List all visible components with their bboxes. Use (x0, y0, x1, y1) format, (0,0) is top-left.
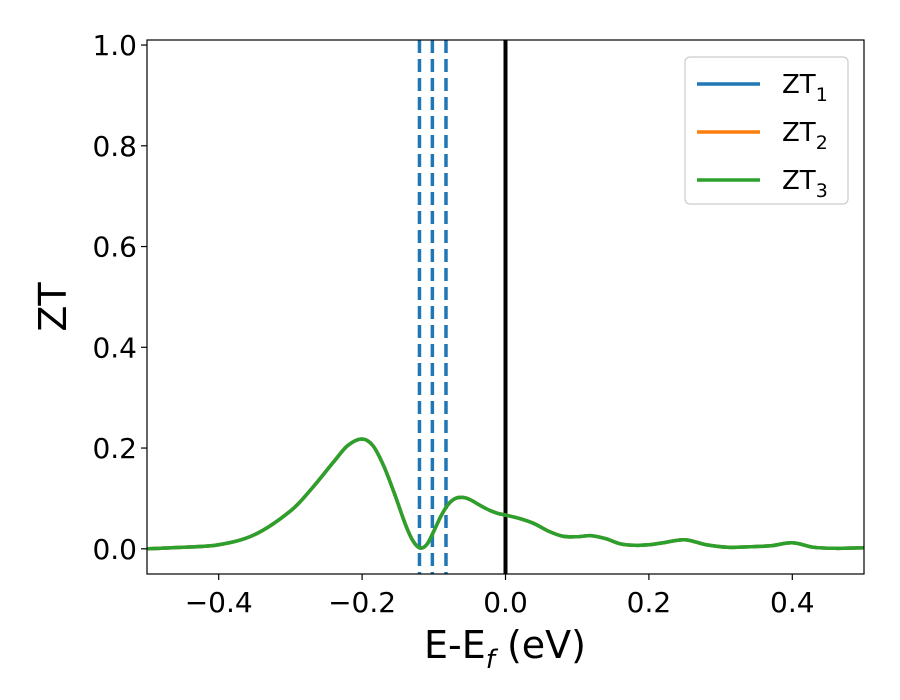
y-tick-label: 0.0 (92, 533, 137, 566)
y-tick-label: 0.2 (92, 432, 137, 465)
legend-label-zt3: ZT3 (782, 166, 828, 202)
x-axis: −0.4 −0.2 0.0 0.2 0.4 (185, 574, 815, 619)
y-tick-label: 0.6 (92, 231, 137, 264)
y-axis: 0.0 0.2 0.4 0.6 0.8 1.0 (92, 29, 147, 566)
series-line-zt3 (147, 437, 864, 551)
x-tick-label: 0.0 (483, 586, 528, 619)
legend-label-zt1: ZT1 (782, 70, 828, 106)
x-tick-label: 0.4 (770, 586, 815, 619)
legend: ZT1 ZT2 ZT3 (684, 56, 849, 205)
y-axis-label: ZT (31, 282, 75, 332)
y-tick-label: 1.0 (92, 29, 137, 62)
x-axis-label: E-Ef (eV) (424, 623, 586, 675)
legend-label-zt2: ZT2 (782, 118, 828, 154)
x-tick-label: −0.4 (185, 586, 253, 619)
plot-area (147, 40, 864, 574)
legend-box (684, 56, 849, 205)
x-tick-label: 0.2 (627, 586, 672, 619)
y-tick-label: 0.8 (92, 130, 137, 163)
y-tick-label: 0.4 (92, 331, 137, 364)
x-tick-label: −0.2 (328, 586, 396, 619)
